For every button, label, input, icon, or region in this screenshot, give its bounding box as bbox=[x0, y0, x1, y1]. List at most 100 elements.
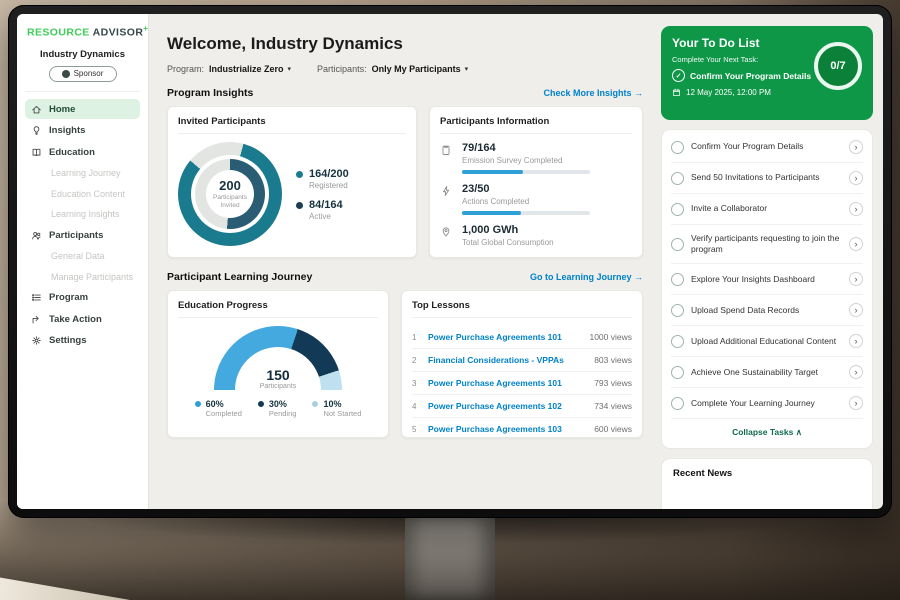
sidebar: RESOURCE ADVISOR+ Industry Dynamics Spon… bbox=[17, 14, 149, 509]
home-icon bbox=[32, 105, 41, 113]
task-checkbox[interactable] bbox=[671, 334, 684, 348]
sidebar-item-insights[interactable]: Insights bbox=[25, 121, 140, 141]
sponsor-badge[interactable]: Sponsor bbox=[48, 65, 117, 82]
sidebar-item-take-action[interactable]: Take Action bbox=[25, 309, 140, 329]
task-row-upload-spend-data[interactable]: Upload Spend Data Records › bbox=[671, 295, 863, 327]
program-insights-header: Program Insights Check More Insights → bbox=[167, 87, 643, 99]
lesson-title-link[interactable]: Financial Considerations - VPPAs bbox=[428, 355, 564, 365]
monitor-bezel: RESOURCE ADVISOR+ Industry Dynamics Spon… bbox=[8, 5, 892, 518]
registered-dot-icon bbox=[296, 170, 303, 178]
chevron-right-icon[interactable]: › bbox=[849, 396, 863, 411]
lesson-row[interactable]: 1 Power Purchase Agreements 101 1000 vie… bbox=[412, 326, 632, 349]
task-checkbox[interactable] bbox=[671, 140, 684, 154]
sidebar-item-learning-insights[interactable]: Learning Insights bbox=[25, 205, 140, 224]
lesson-title-link[interactable]: Power Purchase Agreements 101 bbox=[428, 332, 562, 342]
stat-global-consumption: 1,000 GWh Total Global Consumption bbox=[440, 224, 632, 252]
task-checkbox[interactable] bbox=[671, 365, 684, 379]
arrow-right-icon: → bbox=[634, 272, 643, 282]
participants-filter[interactable]: Participants: Only My Participants ▾ bbox=[317, 64, 468, 74]
progress-bar bbox=[462, 211, 590, 215]
task-checkbox[interactable] bbox=[671, 303, 684, 317]
chevron-right-icon[interactable]: › bbox=[849, 303, 863, 318]
lesson-rank: 2 bbox=[412, 355, 417, 365]
lesson-views: 734 views bbox=[594, 401, 632, 411]
logo-plus: + bbox=[143, 24, 149, 33]
book-icon bbox=[32, 148, 41, 156]
pending-dot-icon bbox=[257, 401, 264, 407]
donut-legend: 164/200 Registered 84/164 Active bbox=[296, 159, 349, 230]
stat-value: 79/164 bbox=[462, 142, 496, 154]
lesson-title-link[interactable]: Power Purchase Agreements 103 bbox=[428, 424, 562, 434]
action-arrow-icon bbox=[32, 315, 39, 323]
task-row-complete-learning-journey[interactable]: Complete Your Learning Journey › bbox=[671, 388, 863, 420]
collapse-tasks-link[interactable]: Collapse Tasks ∧ bbox=[732, 427, 802, 438]
sidebar-item-label: Education Content bbox=[51, 188, 126, 199]
task-checkbox[interactable] bbox=[671, 272, 684, 286]
stat-emission-survey: 79/164 Emission Survey Completed bbox=[440, 142, 632, 174]
task-row-upload-educational-content[interactable]: Upload Additional Educational Content › bbox=[671, 326, 863, 358]
todo-next-task[interactable]: ✓ Confirm Your Program Details bbox=[672, 69, 822, 82]
sidebar-nav: Home Insights Education Learning Journey… bbox=[25, 90, 140, 351]
sidebar-item-general-data[interactable]: General Data bbox=[25, 247, 140, 266]
sidebar-item-label: Learning Journey bbox=[51, 168, 121, 178]
sidebar-item-manage-participants[interactable]: Manage Participants bbox=[25, 267, 140, 286]
sidebar-item-participants[interactable]: Participants bbox=[25, 225, 140, 245]
registered-value: 164/200 bbox=[309, 167, 349, 180]
arrow-right-icon: → bbox=[634, 88, 643, 98]
task-row-send-invitations[interactable]: Send 50 Invitations to Participants › bbox=[671, 163, 863, 194]
gauge-center-label: Participants bbox=[259, 383, 297, 390]
sidebar-item-label: General Data bbox=[51, 251, 105, 261]
sidebar-item-program[interactable]: Program bbox=[25, 288, 140, 308]
sponsor-label: Sponsor bbox=[73, 69, 104, 78]
task-list-card: Confirm Your Program Details › Send 50 I… bbox=[661, 129, 873, 450]
chevron-right-icon[interactable]: › bbox=[849, 272, 863, 287]
learning-cards: Education Progress 150 Participants bbox=[167, 290, 643, 438]
task-row-explore-insights[interactable]: Explore Your Insights Dashboard › bbox=[671, 264, 863, 296]
sidebar-item-education[interactable]: Education bbox=[25, 142, 140, 162]
lesson-row[interactable]: 3 Power Purchase Agreements 101 793 view… bbox=[412, 372, 632, 395]
next-task-label: Confirm Your Program Details bbox=[690, 70, 812, 81]
chevron-right-icon[interactable]: › bbox=[849, 171, 863, 185]
lesson-rank: 1 bbox=[412, 332, 417, 342]
lesson-row[interactable]: 2 Financial Considerations - VPPAs 803 v… bbox=[412, 349, 632, 372]
sidebar-item-learning-journey[interactable]: Learning Journey bbox=[25, 164, 140, 183]
chevron-right-icon[interactable]: › bbox=[849, 202, 863, 216]
chevron-right-icon[interactable]: › bbox=[849, 365, 863, 380]
task-checkbox[interactable] bbox=[671, 202, 684, 216]
pin-icon bbox=[440, 224, 453, 252]
task-checkbox[interactable] bbox=[671, 237, 684, 251]
chevron-right-icon[interactable]: › bbox=[849, 334, 863, 349]
lesson-views: 600 views bbox=[594, 424, 632, 434]
go-to-learning-journey-link[interactable]: Go to Learning Journey → bbox=[530, 272, 643, 282]
todo-title: Your To Do List bbox=[672, 36, 760, 50]
lesson-row[interactable]: 5 Power Purchase Agreements 103 600 view… bbox=[412, 418, 632, 440]
card-title: Participants Information bbox=[440, 116, 632, 134]
task-row-achieve-target[interactable]: Achieve One Sustainability Target › bbox=[671, 357, 863, 389]
lesson-rank: 5 bbox=[412, 424, 417, 434]
sidebar-item-label: Manage Participants bbox=[51, 271, 134, 282]
chevron-right-icon[interactable]: › bbox=[849, 140, 863, 154]
lesson-title-link[interactable]: Power Purchase Agreements 102 bbox=[428, 401, 562, 411]
sidebar-item-settings[interactable]: Settings bbox=[25, 331, 140, 351]
program-filter[interactable]: Program: Industrialize Zero ▾ bbox=[167, 64, 291, 74]
lesson-views: 1000 views bbox=[589, 332, 632, 342]
sidebar-item-home[interactable]: Home bbox=[25, 99, 140, 119]
participants-information-card: Participants Information 79/164 Emission… bbox=[429, 106, 643, 258]
task-row-invite-collaborator[interactable]: Invite a Collaborator › bbox=[671, 194, 863, 225]
calendar-icon bbox=[673, 88, 680, 96]
sidebar-item-education-content[interactable]: Education Content bbox=[25, 184, 140, 203]
section-title: Program Insights bbox=[167, 87, 254, 99]
check-more-insights-link[interactable]: Check More Insights → bbox=[543, 88, 643, 98]
task-checkbox[interactable] bbox=[671, 396, 684, 410]
task-row-confirm-program[interactable]: Confirm Your Program Details › bbox=[671, 132, 863, 163]
task-checkbox[interactable] bbox=[671, 171, 684, 185]
app-logo: RESOURCE ADVISOR+ bbox=[25, 24, 148, 39]
sidebar-item-label: Participants bbox=[49, 229, 104, 241]
lesson-title-link[interactable]: Power Purchase Agreements 101 bbox=[428, 378, 562, 388]
task-row-verify-participants[interactable]: Verify participants requesting to join t… bbox=[671, 225, 863, 265]
chevron-right-icon[interactable]: › bbox=[849, 237, 863, 252]
insights-cards: Invited Participants 200 Participants In… bbox=[167, 106, 643, 258]
lesson-row[interactable]: 4 Power Purchase Agreements 102 734 view… bbox=[412, 395, 632, 418]
sidebar-item-label: Settings bbox=[49, 335, 87, 346]
active-label: Active bbox=[309, 211, 331, 221]
